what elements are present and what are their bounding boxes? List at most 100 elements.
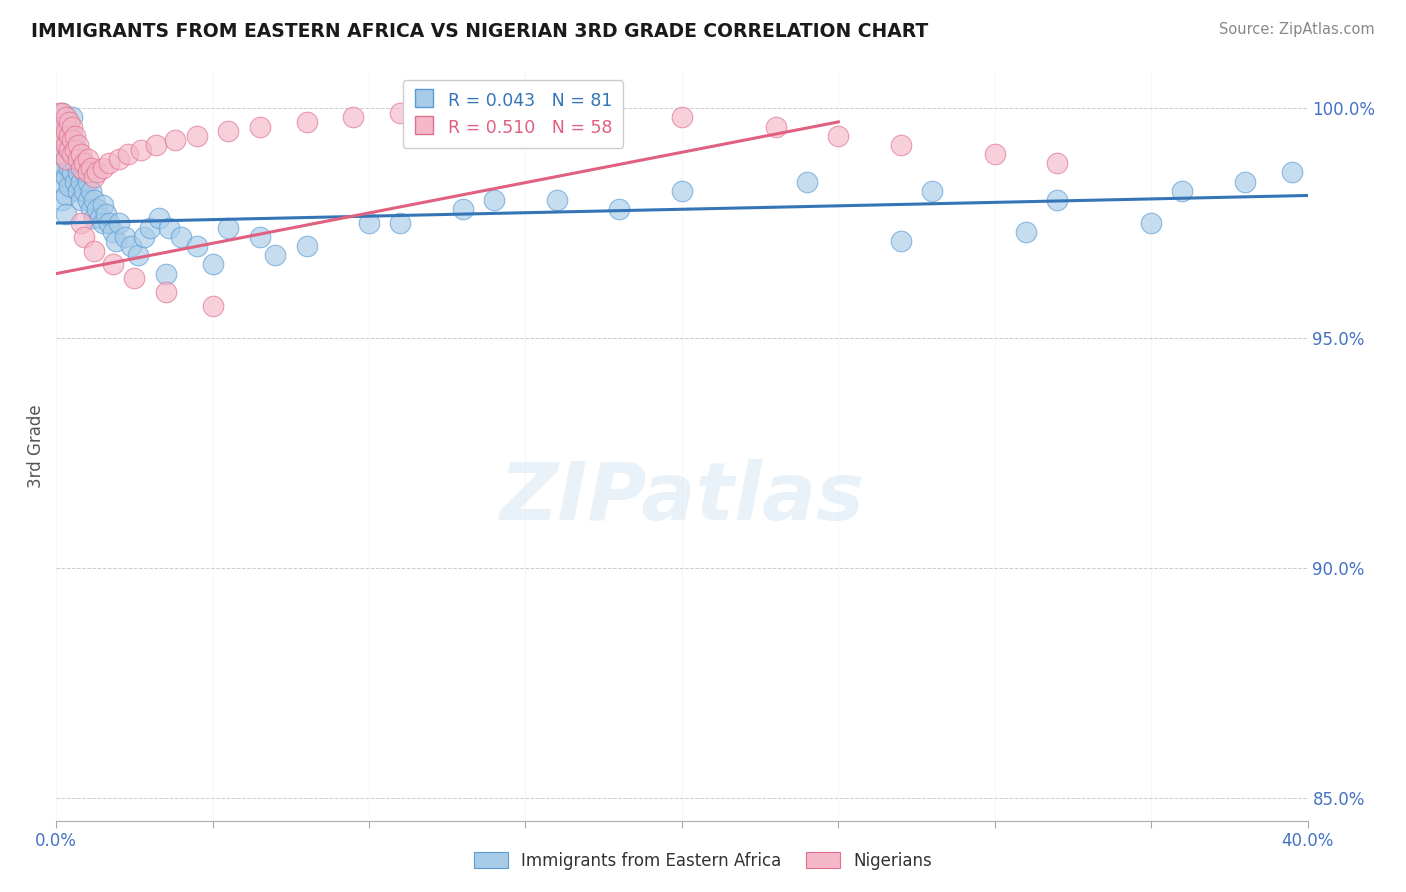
Point <box>48 105 70 120</box>
Point <box>73 184 96 198</box>
Point <box>51 175 73 189</box>
Point <box>484 193 506 207</box>
Point <box>60 147 83 161</box>
Point <box>1171 184 1194 198</box>
Point <box>67 184 90 198</box>
Point <box>51 105 73 120</box>
Point <box>79 202 101 217</box>
Point <box>129 143 152 157</box>
Point <box>60 147 83 161</box>
Point <box>796 175 818 189</box>
Point <box>108 216 131 230</box>
Point <box>48 128 70 143</box>
Point <box>515 96 537 111</box>
Point <box>55 115 77 129</box>
Point <box>117 147 139 161</box>
Point <box>55 188 77 202</box>
Point <box>60 120 83 134</box>
Point <box>70 147 93 161</box>
Point <box>58 143 80 157</box>
Point <box>48 111 70 125</box>
Point <box>120 239 142 253</box>
Point <box>51 105 73 120</box>
Point <box>1234 175 1257 189</box>
Point <box>79 184 101 198</box>
Point <box>124 271 146 285</box>
Point <box>48 165 70 179</box>
Point <box>63 156 86 170</box>
Point <box>55 170 77 185</box>
Point <box>671 111 693 125</box>
Point <box>108 152 131 166</box>
Point <box>132 230 155 244</box>
Point <box>58 115 80 129</box>
Point <box>217 220 239 235</box>
Point <box>1046 156 1069 170</box>
Point <box>55 207 77 221</box>
Point <box>157 220 180 235</box>
Point <box>63 143 86 157</box>
Point <box>51 120 73 134</box>
Point <box>186 128 208 143</box>
Point <box>671 184 693 198</box>
Point <box>217 124 239 138</box>
Point <box>55 152 77 166</box>
Point <box>67 152 90 166</box>
Y-axis label: 3rd Grade: 3rd Grade <box>27 404 45 488</box>
Point <box>76 175 98 189</box>
Point <box>48 120 70 134</box>
Point <box>389 105 412 120</box>
Point <box>104 235 127 249</box>
Legend: R = 0.043   N = 81, R = 0.510   N = 58: R = 0.043 N = 81, R = 0.510 N = 58 <box>404 80 623 148</box>
Point <box>76 165 98 179</box>
Point <box>51 193 73 207</box>
Point <box>73 165 96 179</box>
Point <box>148 211 170 226</box>
Point <box>60 128 83 143</box>
Point <box>114 230 136 244</box>
Point <box>76 152 98 166</box>
Point <box>51 120 73 134</box>
Point <box>101 225 124 239</box>
Point <box>249 120 271 134</box>
Point <box>249 230 271 244</box>
Point <box>58 128 80 143</box>
Point <box>60 111 83 125</box>
Point <box>63 128 86 143</box>
Point <box>83 244 105 258</box>
Point <box>155 267 177 281</box>
Text: ZIPatlas: ZIPatlas <box>499 459 865 538</box>
Legend: Immigrants from Eastern Africa, Nigerians: Immigrants from Eastern Africa, Nigerian… <box>468 846 938 877</box>
Point <box>890 137 912 152</box>
Point <box>48 147 70 161</box>
Point <box>98 156 121 170</box>
Point <box>86 202 108 217</box>
Point <box>295 115 318 129</box>
Point <box>70 216 93 230</box>
Point <box>576 92 599 106</box>
Point <box>55 133 77 147</box>
Point <box>58 179 80 194</box>
Point <box>67 147 90 161</box>
Point <box>101 257 124 271</box>
Text: Source: ZipAtlas.com: Source: ZipAtlas.com <box>1219 22 1375 37</box>
Point <box>91 216 114 230</box>
Point <box>546 193 568 207</box>
Point <box>1015 225 1038 239</box>
Point <box>51 147 73 161</box>
Point <box>83 170 105 185</box>
Point <box>359 216 381 230</box>
Point <box>170 230 193 244</box>
Point <box>91 161 114 175</box>
Point <box>76 193 98 207</box>
Point <box>58 143 80 157</box>
Point <box>60 165 83 179</box>
Point <box>91 197 114 211</box>
Text: IMMIGRANTS FROM EASTERN AFRICA VS NIGERIAN 3RD GRADE CORRELATION CHART: IMMIGRANTS FROM EASTERN AFRICA VS NIGERI… <box>31 22 928 41</box>
Point <box>139 220 162 235</box>
Point <box>55 111 77 125</box>
Point <box>921 184 943 198</box>
Point <box>155 285 177 299</box>
Point <box>51 137 73 152</box>
Point <box>83 193 105 207</box>
